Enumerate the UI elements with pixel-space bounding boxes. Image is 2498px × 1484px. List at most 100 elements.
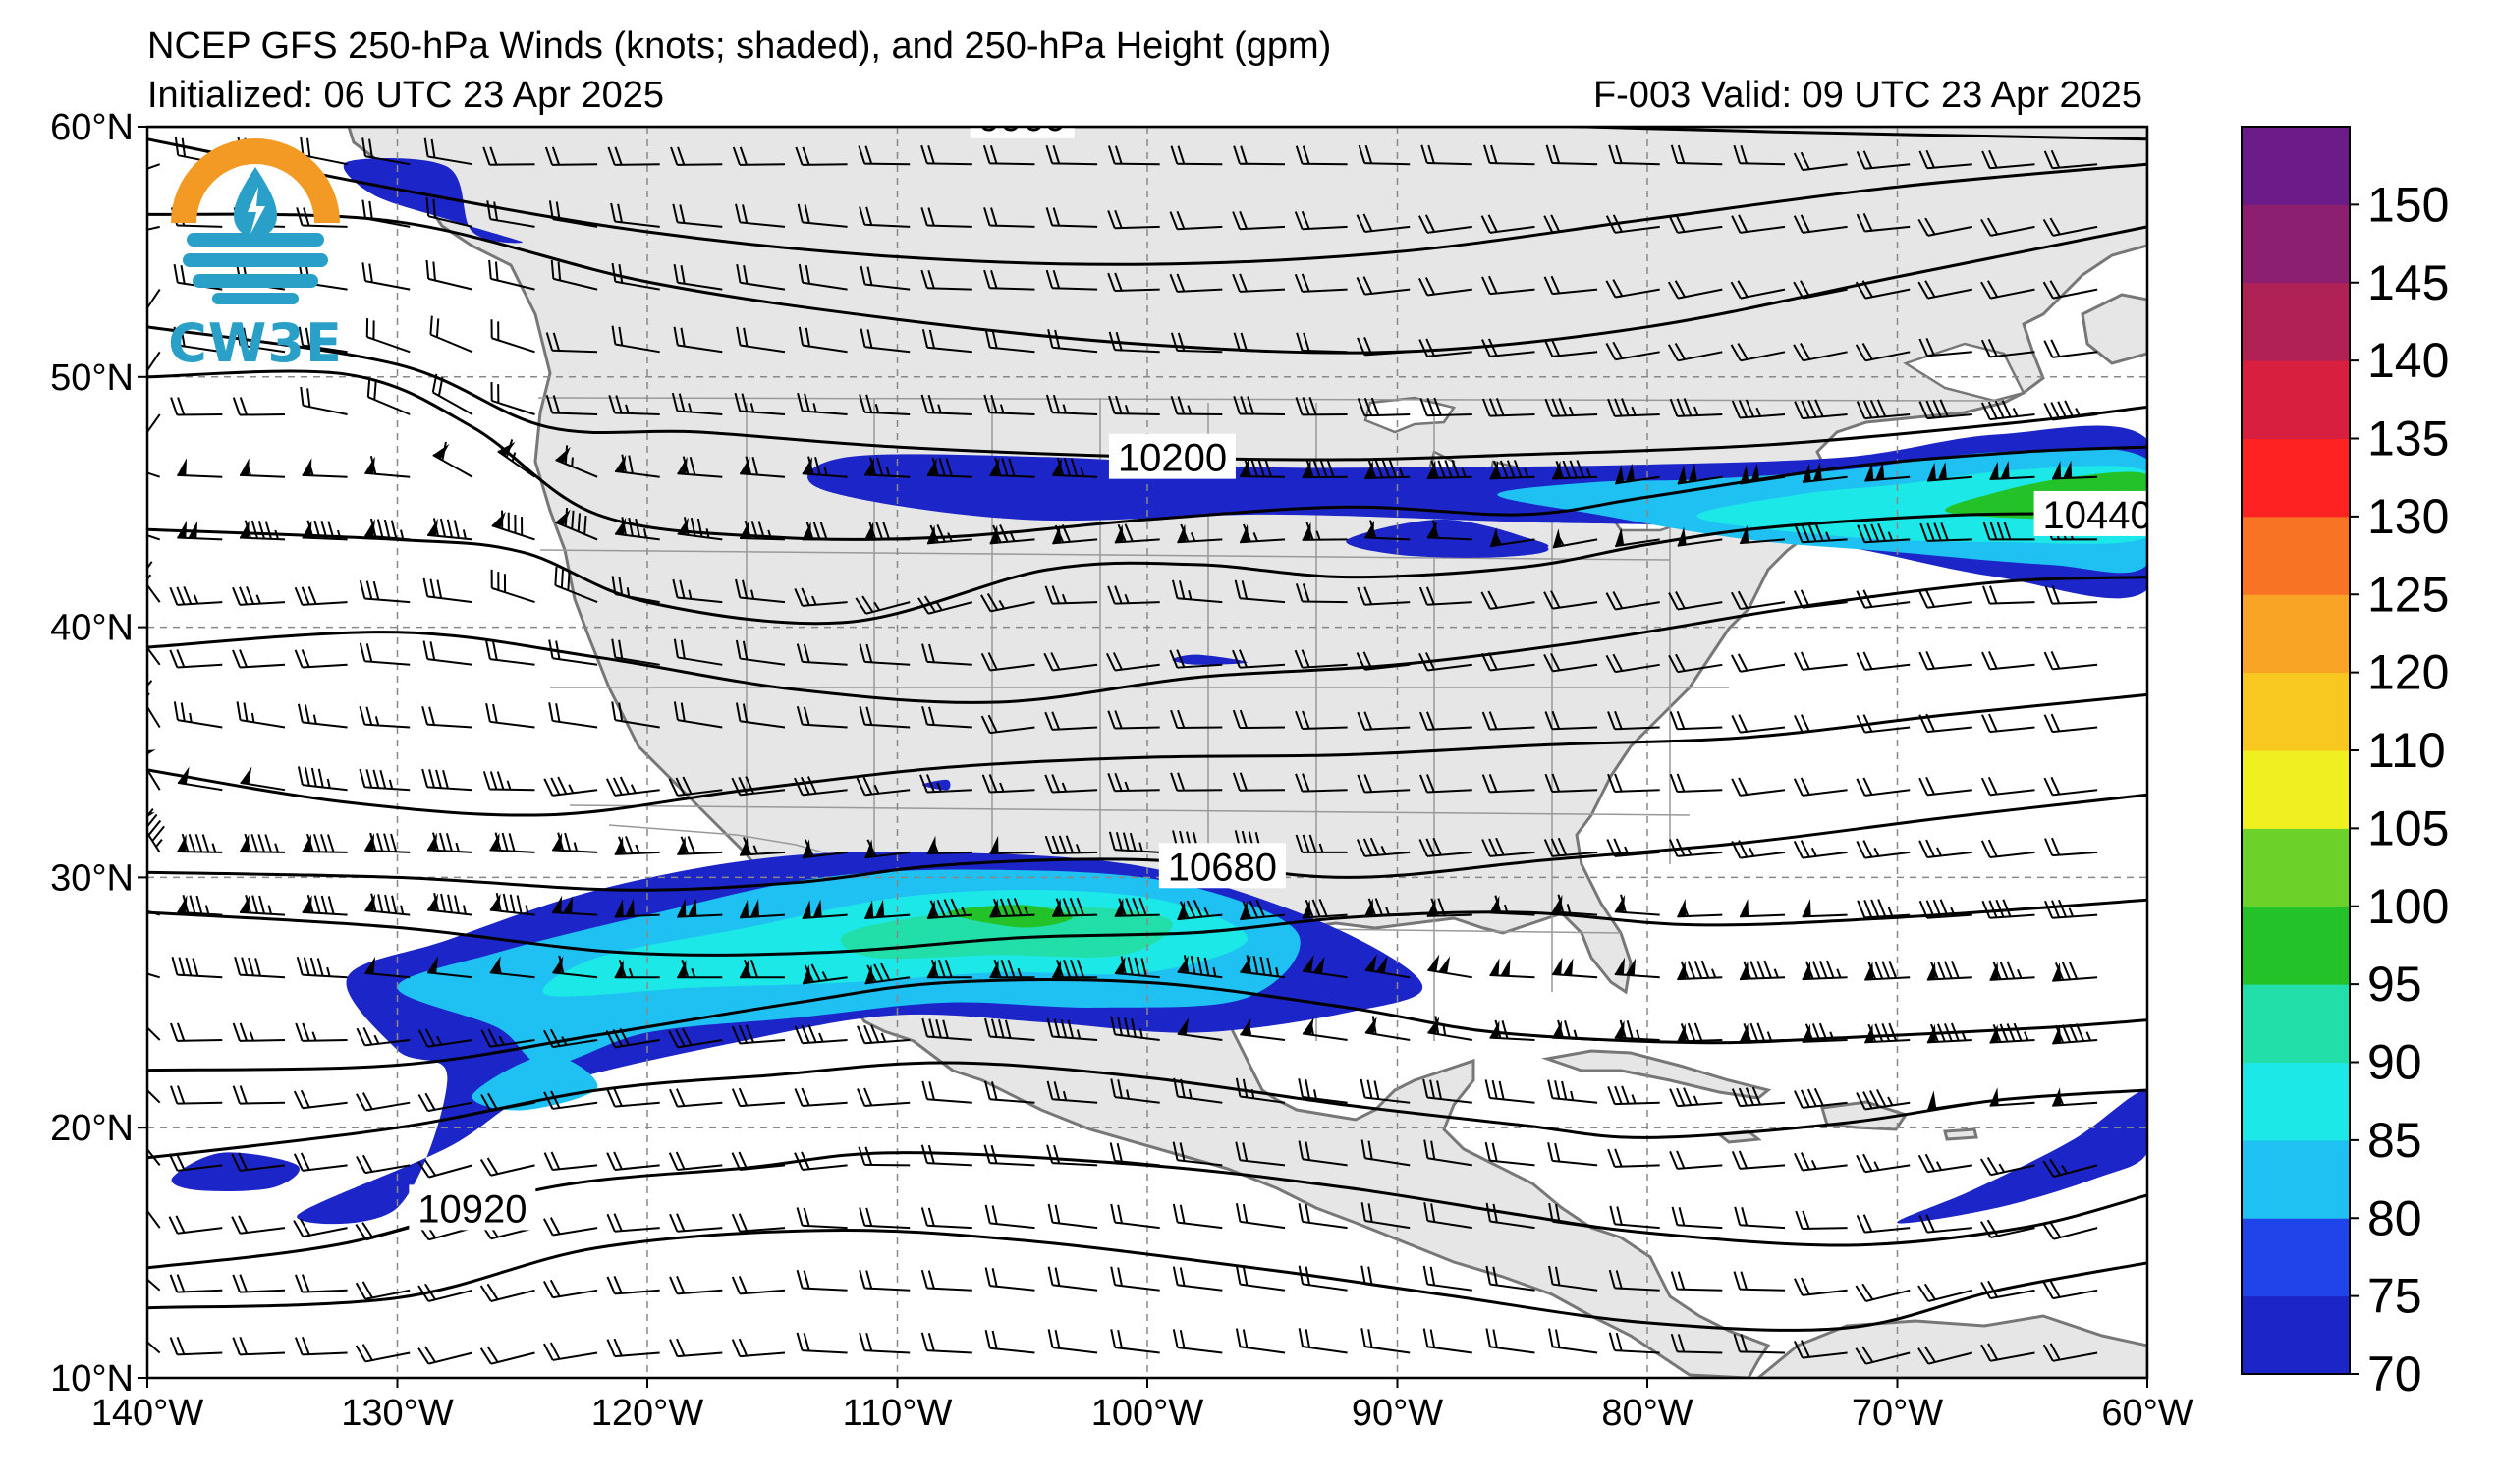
wind-barb — [2043, 339, 2098, 358]
wind-barb — [1177, 955, 1223, 979]
wind-barb — [1418, 837, 1472, 857]
wind-barb — [1668, 214, 1723, 234]
wind-barb-full — [1051, 585, 1061, 604]
wind-barb — [1989, 961, 2035, 981]
wind-barb-full — [796, 706, 804, 725]
wind-barb-full — [672, 203, 679, 223]
wind-barb-full — [1793, 152, 1804, 171]
wind-barb-half — [1566, 904, 1572, 913]
wind-barb — [1543, 590, 1598, 610]
wind-barb — [1730, 653, 1786, 673]
wind-barb-half — [1203, 907, 1210, 917]
wind-barb — [983, 394, 1035, 415]
wind-barb — [1485, 1202, 1535, 1230]
wind-barb-shaft — [177, 601, 223, 606]
wind-barb-full — [1357, 586, 1366, 606]
wind-barb-full — [257, 521, 265, 539]
wind-barb-shaft — [1677, 288, 1723, 300]
wind-barb-shaft — [739, 163, 786, 166]
wind-barb-full — [794, 1088, 804, 1107]
wind-barb-shaft — [1114, 349, 1160, 354]
wind-barb-shaft — [1489, 161, 1535, 166]
wind-barb-full — [803, 1270, 810, 1290]
wind-barb-full — [1264, 459, 1272, 477]
wind-barb-full — [1544, 711, 1554, 730]
wind-barb-full — [1054, 1330, 1061, 1349]
wind-barb-full — [1615, 1332, 1623, 1351]
wind-barb-half — [374, 716, 380, 726]
wind-barb-full — [1179, 1204, 1186, 1224]
wind-barb-flag — [552, 895, 563, 913]
wind-barb-shaft — [552, 719, 598, 729]
wind-barb-shaft — [864, 913, 911, 920]
wind-barb-shaft — [802, 344, 848, 354]
wind-barb-shaft — [1364, 1031, 1411, 1041]
wind-barb-full — [1856, 1154, 1866, 1173]
wind-barb — [1302, 955, 1348, 979]
wind-barb-full — [984, 1330, 991, 1348]
wind-barb-full — [1857, 524, 1866, 543]
wind-barb-half — [1061, 782, 1068, 793]
wind-barb-full — [1062, 898, 1072, 916]
wind-barb-full — [618, 264, 624, 284]
wind-barb-full — [379, 770, 387, 789]
wind-barb-shaft — [864, 1101, 911, 1107]
wind-barb — [1427, 1016, 1472, 1041]
wind-barb — [864, 457, 911, 478]
wind-barb-half — [247, 466, 251, 476]
wind-barb-full — [1608, 144, 1616, 164]
wind-barb-full — [1609, 1205, 1616, 1225]
wind-barb — [1172, 1203, 1223, 1230]
wind-barb — [1548, 1328, 1598, 1354]
wind-barb-full — [614, 146, 623, 166]
wind-barb — [552, 955, 598, 979]
wind-barb — [1730, 342, 1786, 362]
colorbar-tick-label: 135 — [2367, 412, 2449, 467]
wind-barb-full — [567, 572, 571, 591]
wind-barb-flag — [1750, 463, 1760, 482]
wind-barb-full — [424, 1092, 436, 1111]
wind-barb-full — [2049, 1280, 2061, 1298]
wind-barb-full — [618, 577, 624, 596]
wind-barb-full — [802, 146, 810, 166]
wind-barb-half — [1873, 847, 1880, 857]
wind-barb-shaft — [1614, 161, 1660, 166]
wind-barb-full — [1298, 1078, 1304, 1098]
wind-barb-full — [628, 518, 634, 537]
wind-barb-full — [425, 197, 430, 217]
wind-barb-full — [673, 701, 679, 721]
lat-tick-label: 30°N — [50, 857, 134, 899]
wind-barb — [1177, 899, 1223, 921]
wind-barb-shaft — [740, 596, 786, 604]
wind-barb-full — [1670, 144, 1679, 164]
wind-barb-full — [301, 649, 310, 668]
wind-barb-full — [1800, 840, 1810, 858]
wind-barb — [417, 1028, 473, 1048]
wind-barb-full — [1302, 773, 1310, 792]
wind-barb-shaft — [1552, 413, 1598, 417]
wind-barb-full — [1807, 523, 1817, 542]
wind-barb-full — [1547, 1142, 1554, 1162]
wind-barb-half — [525, 905, 529, 915]
wind-barb-half — [1585, 467, 1592, 478]
wind-barb-full — [2054, 962, 2065, 981]
wind-barb-full — [1544, 773, 1554, 793]
wind-barb-full — [1305, 459, 1314, 478]
wind-barb-full — [361, 1222, 374, 1239]
wind-barb — [173, 701, 223, 729]
wind-barb — [543, 776, 598, 797]
wind-barb-full — [2006, 961, 2016, 979]
wind-barb-full — [1239, 649, 1249, 668]
wind-barb — [427, 956, 473, 979]
wind-barb-full — [1488, 711, 1498, 730]
wind-barb-full — [1418, 586, 1428, 606]
wind-barb-full — [865, 706, 873, 726]
wind-barb-full — [435, 318, 440, 338]
wind-barb-full — [982, 144, 991, 164]
wind-barb-shaft — [864, 1349, 911, 1354]
wind-barb-shaft — [1426, 726, 1472, 731]
wind-barb-full — [1239, 210, 1248, 230]
wind-barb — [1356, 837, 1411, 857]
height-contour-line — [147, 692, 2147, 817]
